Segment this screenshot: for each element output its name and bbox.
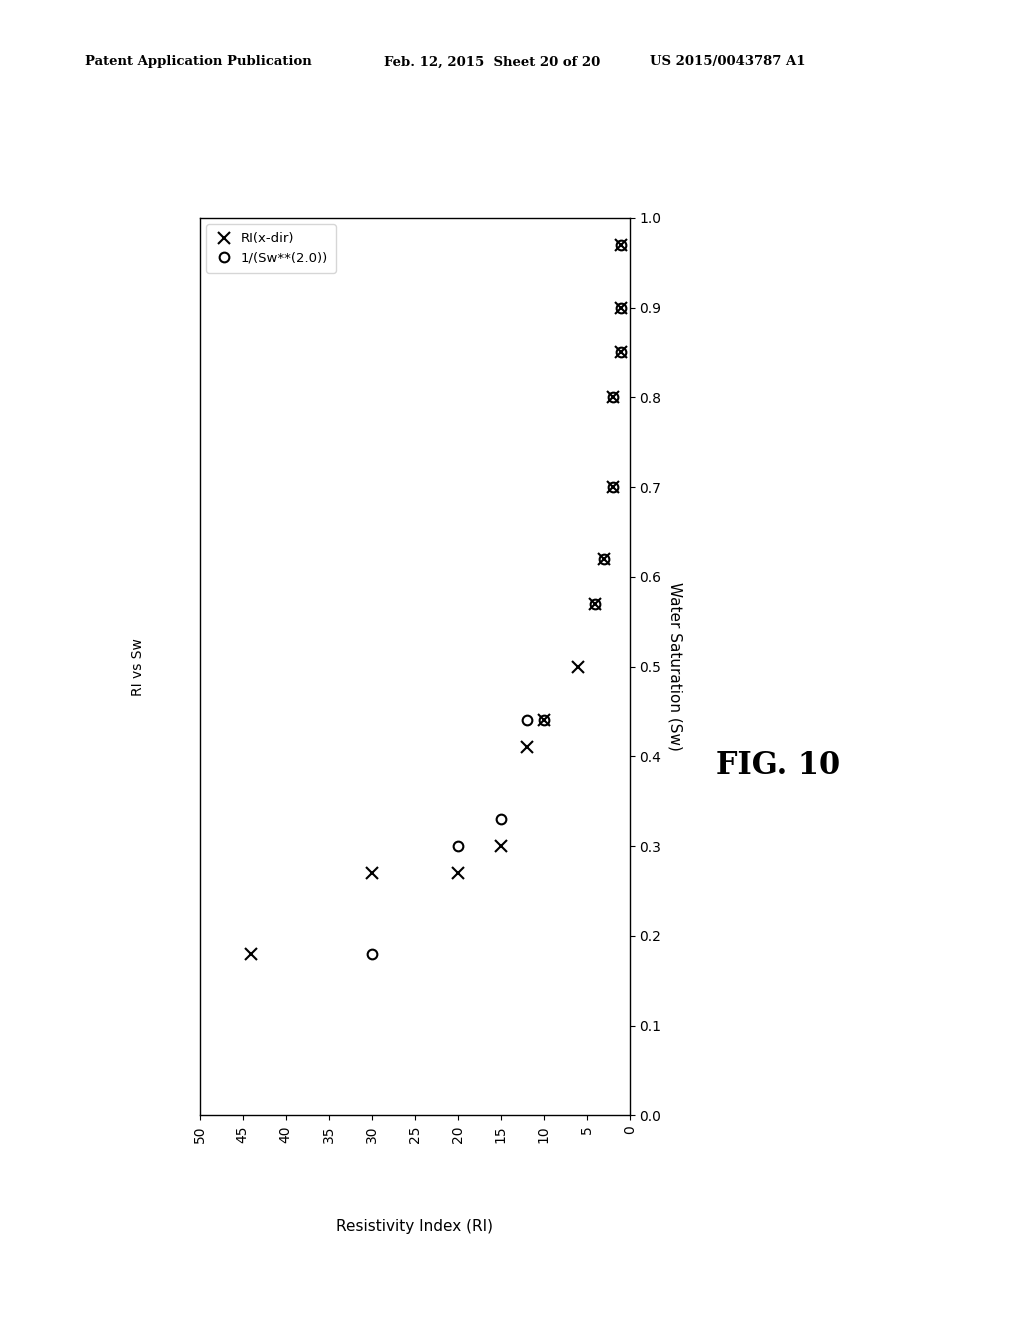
RI(x-dir) — [245, 946, 257, 962]
RI(x-dir) — [606, 389, 618, 405]
1/(Sw**(2.0)) — [615, 300, 628, 315]
1/(Sw**(2.0)) — [615, 236, 628, 252]
X-axis label: Resistivity Index (RI): Resistivity Index (RI) — [336, 1220, 494, 1234]
RI(x-dir) — [606, 479, 618, 495]
RI(x-dir) — [452, 865, 464, 880]
Text: Feb. 12, 2015  Sheet 20 of 20: Feb. 12, 2015 Sheet 20 of 20 — [384, 55, 600, 69]
RI(x-dir) — [615, 300, 628, 315]
Line: RI(x-dir): RI(x-dir) — [245, 239, 628, 960]
Text: US 2015/0043787 A1: US 2015/0043787 A1 — [650, 55, 806, 69]
RI(x-dir) — [598, 550, 610, 566]
Text: Patent Application Publication: Patent Application Publication — [85, 55, 311, 69]
1/(Sw**(2.0)) — [606, 479, 618, 495]
1/(Sw**(2.0)) — [452, 838, 464, 854]
1/(Sw**(2.0)) — [538, 713, 550, 729]
1/(Sw**(2.0)) — [495, 812, 507, 828]
Line: 1/(Sw**(2.0)): 1/(Sw**(2.0)) — [367, 240, 626, 958]
1/(Sw**(2.0)) — [366, 946, 378, 962]
RI(x-dir) — [495, 838, 507, 854]
Text: RI vs Sw: RI vs Sw — [131, 638, 145, 696]
Text: FIG. 10: FIG. 10 — [716, 750, 841, 781]
RI(x-dir) — [615, 345, 628, 360]
Y-axis label: Water Saturation (Sw): Water Saturation (Sw) — [668, 582, 682, 751]
RI(x-dir) — [366, 865, 378, 880]
RI(x-dir) — [572, 659, 585, 675]
RI(x-dir) — [615, 236, 628, 252]
1/(Sw**(2.0)) — [615, 345, 628, 360]
1/(Sw**(2.0)) — [598, 550, 610, 566]
RI(x-dir) — [538, 713, 550, 729]
RI(x-dir) — [589, 595, 601, 611]
1/(Sw**(2.0)) — [589, 595, 601, 611]
1/(Sw**(2.0)) — [606, 389, 618, 405]
1/(Sw**(2.0)) — [520, 713, 532, 729]
RI(x-dir) — [520, 739, 532, 755]
Legend: RI(x-dir), 1/(Sw**(2.0)): RI(x-dir), 1/(Sw**(2.0)) — [206, 224, 336, 273]
